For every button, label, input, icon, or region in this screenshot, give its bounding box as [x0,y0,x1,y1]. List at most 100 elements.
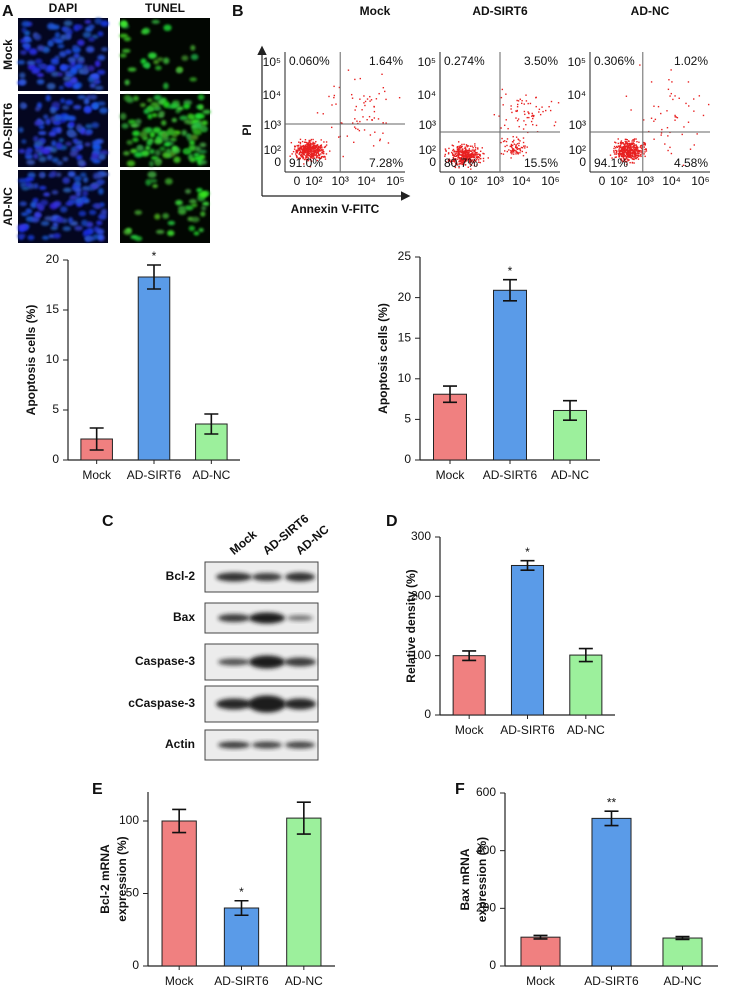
event-dot [306,142,309,144]
event-dot [516,109,519,112]
event-dot [632,149,635,151]
row-label: Actin [165,737,195,751]
nucleus [132,95,139,102]
event-dot [454,153,457,155]
event-dot [631,149,633,152]
event-dot [461,152,463,154]
event-dot [297,146,299,148]
bar [452,655,486,716]
nucleus [74,187,82,193]
event-dot [667,135,669,137]
event-dot [627,151,629,153]
nucleus [153,59,160,65]
error-bar [604,810,619,827]
event-dot [465,149,467,151]
event-dot [469,163,472,166]
event-dot [629,155,632,157]
nucleus [76,39,85,46]
nucleus [93,102,99,109]
event-dot [668,79,670,81]
event-dot [630,109,632,111]
event-dot [467,145,469,147]
event-dot [300,147,302,149]
event-dot [310,143,312,145]
event-dot [305,156,308,159]
event-dot [314,149,316,152]
nucleus [44,216,54,221]
nucleus [165,148,172,154]
event-dot [634,146,636,149]
event-dot [500,96,503,99]
micrograph [120,170,210,243]
event-dot [640,145,642,147]
event-dot [627,154,629,157]
error-bar [563,399,577,422]
nucleus [65,201,73,206]
event-dot [474,153,476,155]
micrograph [17,170,109,243]
event-dot [463,159,465,161]
event-dot [620,142,622,145]
nucleus [163,142,171,147]
event-dot [469,159,471,161]
event-dot [458,148,460,150]
event-dot [623,151,626,153]
event-dot [305,155,307,158]
event-dot [505,93,507,95]
event-dot [522,128,525,130]
nucleus [38,125,45,130]
nucleus [69,121,75,127]
event-dot [615,151,618,154]
event-dot [333,85,335,88]
event-dot [618,145,620,147]
event-dot [304,157,307,159]
event-dot [635,154,637,156]
error-bar [147,264,161,290]
event-dot [636,151,639,153]
nucleus [148,160,155,167]
nucleus [77,159,85,166]
event-dot [374,131,376,133]
event-dot [637,146,639,149]
nucleus [61,26,68,32]
event-dot [466,155,468,157]
event-dot [502,104,504,106]
event-dot [460,157,463,159]
event-dot [636,156,639,159]
event-dot [309,165,312,168]
nucleus [132,130,140,137]
event-dot [626,139,628,141]
nucleus [91,139,101,146]
y-tick-label: 0 [579,155,586,169]
event-dot [301,145,304,147]
event-dot [315,146,318,148]
event-dot [526,146,528,148]
event-dot [470,168,472,170]
nucleus [18,235,24,240]
nucleus [152,127,162,134]
event-dot [315,149,317,152]
nucleus [156,57,164,62]
nucleus [69,68,78,76]
column-label: DAPI [49,1,78,15]
nucleus [56,216,64,223]
nucleus [72,138,79,143]
event-dot [533,114,535,117]
event-dot [628,150,631,152]
event-dot [296,156,298,159]
event-dot [455,152,457,155]
event-dot [527,102,529,105]
event-dot [456,162,458,164]
nucleus [86,235,96,242]
event-dot [373,105,375,108]
event-dot [453,165,456,168]
nucleus [164,178,173,185]
event-dot [458,151,461,153]
event-dot [316,156,318,158]
band [218,658,250,666]
event-dot [325,153,328,155]
bar [161,820,197,967]
nucleus [88,24,95,30]
event-dot [310,138,313,141]
